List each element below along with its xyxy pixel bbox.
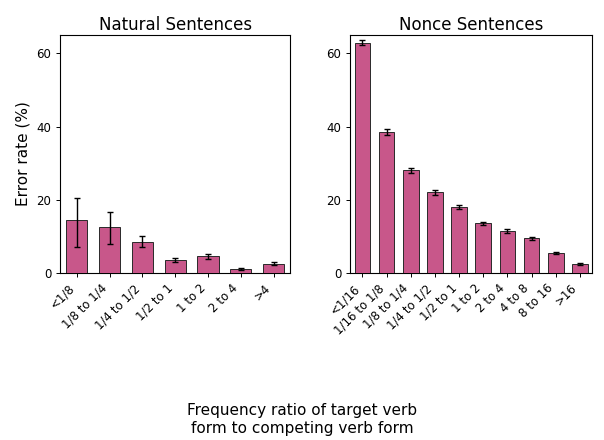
Y-axis label: Error rate (%): Error rate (%) — [16, 102, 31, 206]
Bar — [427, 192, 443, 273]
Bar — [230, 269, 251, 273]
Bar — [66, 220, 88, 273]
Bar — [355, 43, 370, 273]
Title: Natural Sentences: Natural Sentences — [98, 16, 252, 33]
Bar — [263, 264, 284, 273]
Bar — [403, 170, 419, 273]
Bar — [198, 257, 219, 273]
Bar — [99, 227, 120, 273]
Title: Nonce Sentences: Nonce Sentences — [399, 16, 544, 33]
Bar — [475, 224, 491, 273]
Bar — [548, 253, 564, 273]
Bar — [164, 260, 186, 273]
Bar — [500, 231, 515, 273]
Bar — [524, 238, 539, 273]
Bar — [379, 132, 394, 273]
Bar — [451, 207, 467, 273]
Bar — [132, 242, 153, 273]
Text: Frequency ratio of target verb
form to competing verb form: Frequency ratio of target verb form to c… — [187, 403, 417, 436]
Bar — [572, 264, 588, 273]
